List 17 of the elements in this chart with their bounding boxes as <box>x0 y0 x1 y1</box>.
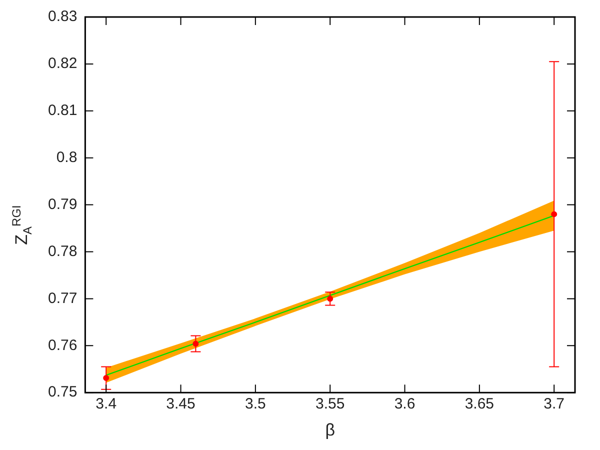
x-tick-label: 3.4 <box>96 396 117 413</box>
y-tick-label: 0.81 <box>48 102 78 120</box>
y-tick-label: 0.75 <box>48 384 78 401</box>
y-tick-label: 0.79 <box>48 196 78 213</box>
y-tick-label: 0.76 <box>48 336 78 354</box>
x-axis-title: β <box>325 420 336 440</box>
y-tick-label: 0.83 <box>48 8 78 26</box>
x-tick-label: 3.65 <box>464 396 494 413</box>
y-tick-label: 0.78 <box>48 242 78 260</box>
y-tick-label: 0.82 <box>48 55 78 72</box>
x-tick-label: 3.55 <box>315 396 345 413</box>
x-tick-label: 3.6 <box>394 396 416 413</box>
x-tick-label: 3.5 <box>245 396 266 413</box>
x-tick-label: 3.45 <box>166 396 196 413</box>
y-tick-label: 0.77 <box>48 290 78 307</box>
y-tick-label: 0.8 <box>56 148 78 166</box>
x-tick-label: 3.7 <box>544 396 565 413</box>
